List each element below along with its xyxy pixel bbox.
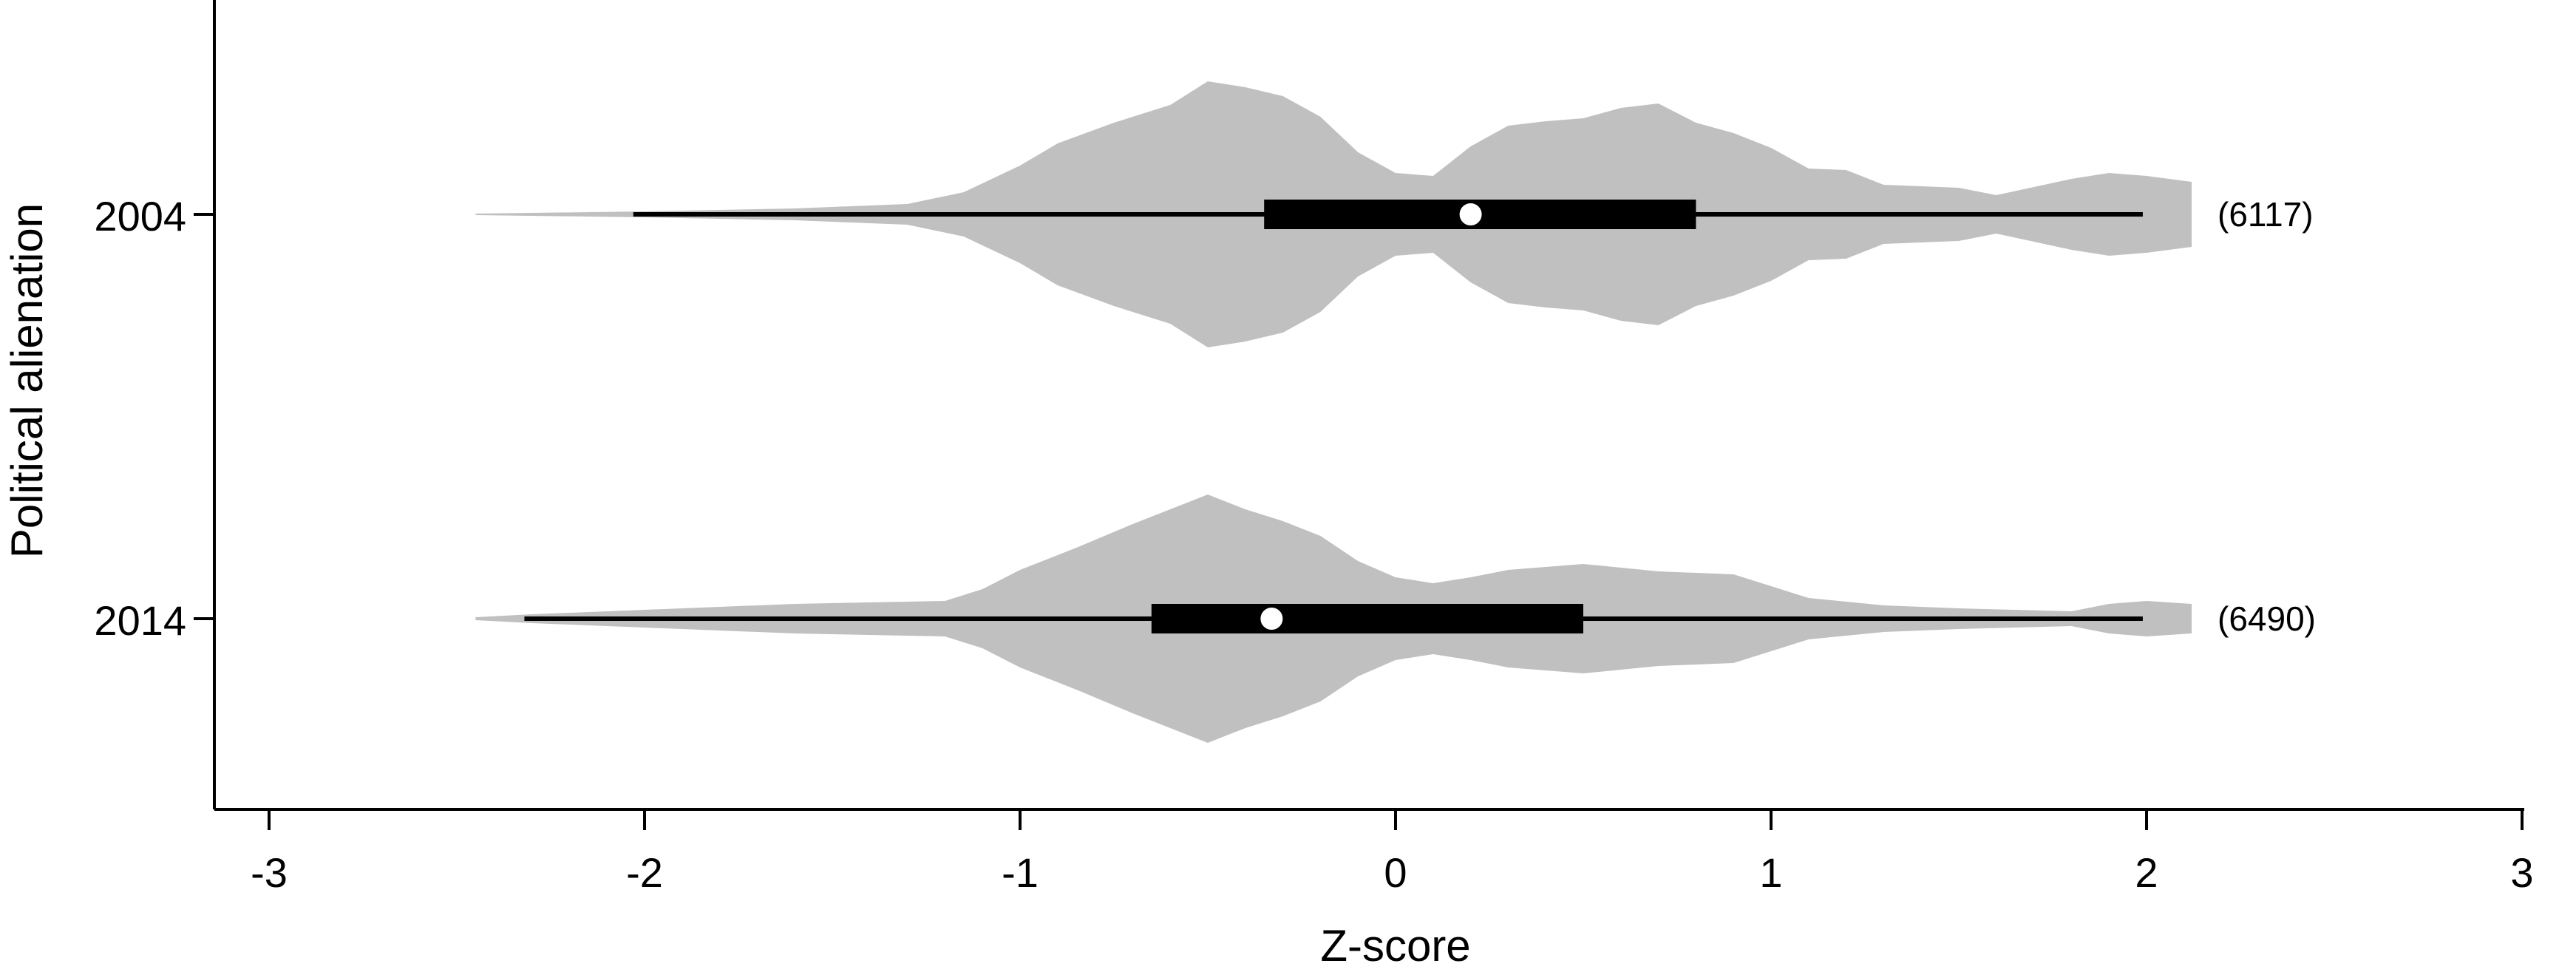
- x-tick-label--3: -3: [251, 849, 288, 896]
- violins-layer: (6117) (6490): [475, 81, 2316, 743]
- x-tick-label-1: 1: [1759, 849, 1782, 896]
- y-axis-title: Political alienation: [2, 203, 52, 558]
- y-tick-label-2004: 2004: [94, 193, 186, 239]
- x-tick-label-0: 0: [1384, 849, 1407, 896]
- y-tick-labels-layer: 2004 2014: [94, 193, 214, 644]
- x-tick-label-2: 2: [2135, 849, 2158, 896]
- axes-layer: [213, 0, 2524, 811]
- iqr-box-2014: [1151, 604, 1583, 633]
- x-tick-label--1: -1: [1002, 849, 1039, 896]
- x-tick-label--2: -2: [626, 849, 663, 896]
- x-axis-title: Z-score: [1320, 921, 1470, 971]
- n-label-2004: (6117): [2218, 195, 2314, 234]
- median-marker-2014: [1259, 606, 1285, 631]
- x-ticks-layer: -3 -2 -1 0 1 2 3: [251, 809, 2534, 896]
- median-marker-2004: [1458, 202, 1484, 227]
- x-tick-label-3: 3: [2510, 849, 2533, 896]
- y-tick-label-2014: 2014: [94, 597, 186, 644]
- n-label-2014: (6490): [2218, 599, 2316, 638]
